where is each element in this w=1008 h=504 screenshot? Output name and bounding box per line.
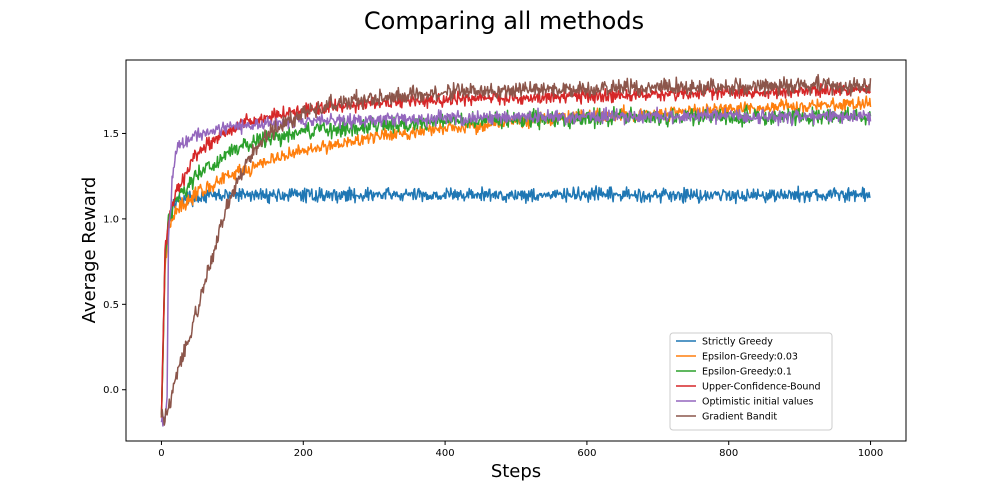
x-axis: 0 200 400 600 800 1000 xyxy=(158,441,883,459)
x-tick-label: 800 xyxy=(719,448,738,459)
x-tick-label: 200 xyxy=(294,448,313,459)
legend: Strictly Greedy Epsilon-Greedy:0.03 Epsilo… xyxy=(669,332,833,431)
series-line-strictly-greedy xyxy=(160,185,871,416)
x-tick-label: 600 xyxy=(577,448,596,459)
legend-label: Gradient Bandit xyxy=(702,412,777,423)
y-tick-label: 1.0 xyxy=(103,214,119,225)
x-tick-label: 0 xyxy=(158,448,164,459)
plot-frame xyxy=(125,59,907,442)
y-tick-label: 0.5 xyxy=(103,300,119,311)
x-axis-label: Steps xyxy=(491,461,541,482)
chart-title: Comparing all methods xyxy=(364,7,644,35)
legend-label: Epsilon-Greedy:0.03 xyxy=(702,352,798,363)
legend-label: Optimistic initial values xyxy=(702,397,813,408)
y-tick-label: 1.5 xyxy=(103,129,119,140)
y-tick-label: 0.0 xyxy=(103,385,119,396)
x-tick-label: 1000 xyxy=(858,448,883,459)
y-axis-label: Average Reward xyxy=(79,177,100,324)
legend-box xyxy=(669,332,833,431)
legend-label: Epsilon-Greedy:0.1 xyxy=(702,367,792,378)
legend-label: Strictly Greedy xyxy=(702,337,773,348)
series-line-gradient-bandit xyxy=(160,73,872,426)
x-tick-label: 400 xyxy=(436,448,455,459)
series-line-optimistic-initial-values xyxy=(160,106,872,427)
legend-label: Upper-Confidence-Bound xyxy=(702,382,821,393)
series-line-upper-confidence-bound xyxy=(160,82,872,418)
plot-lines xyxy=(160,73,872,427)
y-axis: 0.0 0.5 1.0 1.5 xyxy=(103,129,126,396)
